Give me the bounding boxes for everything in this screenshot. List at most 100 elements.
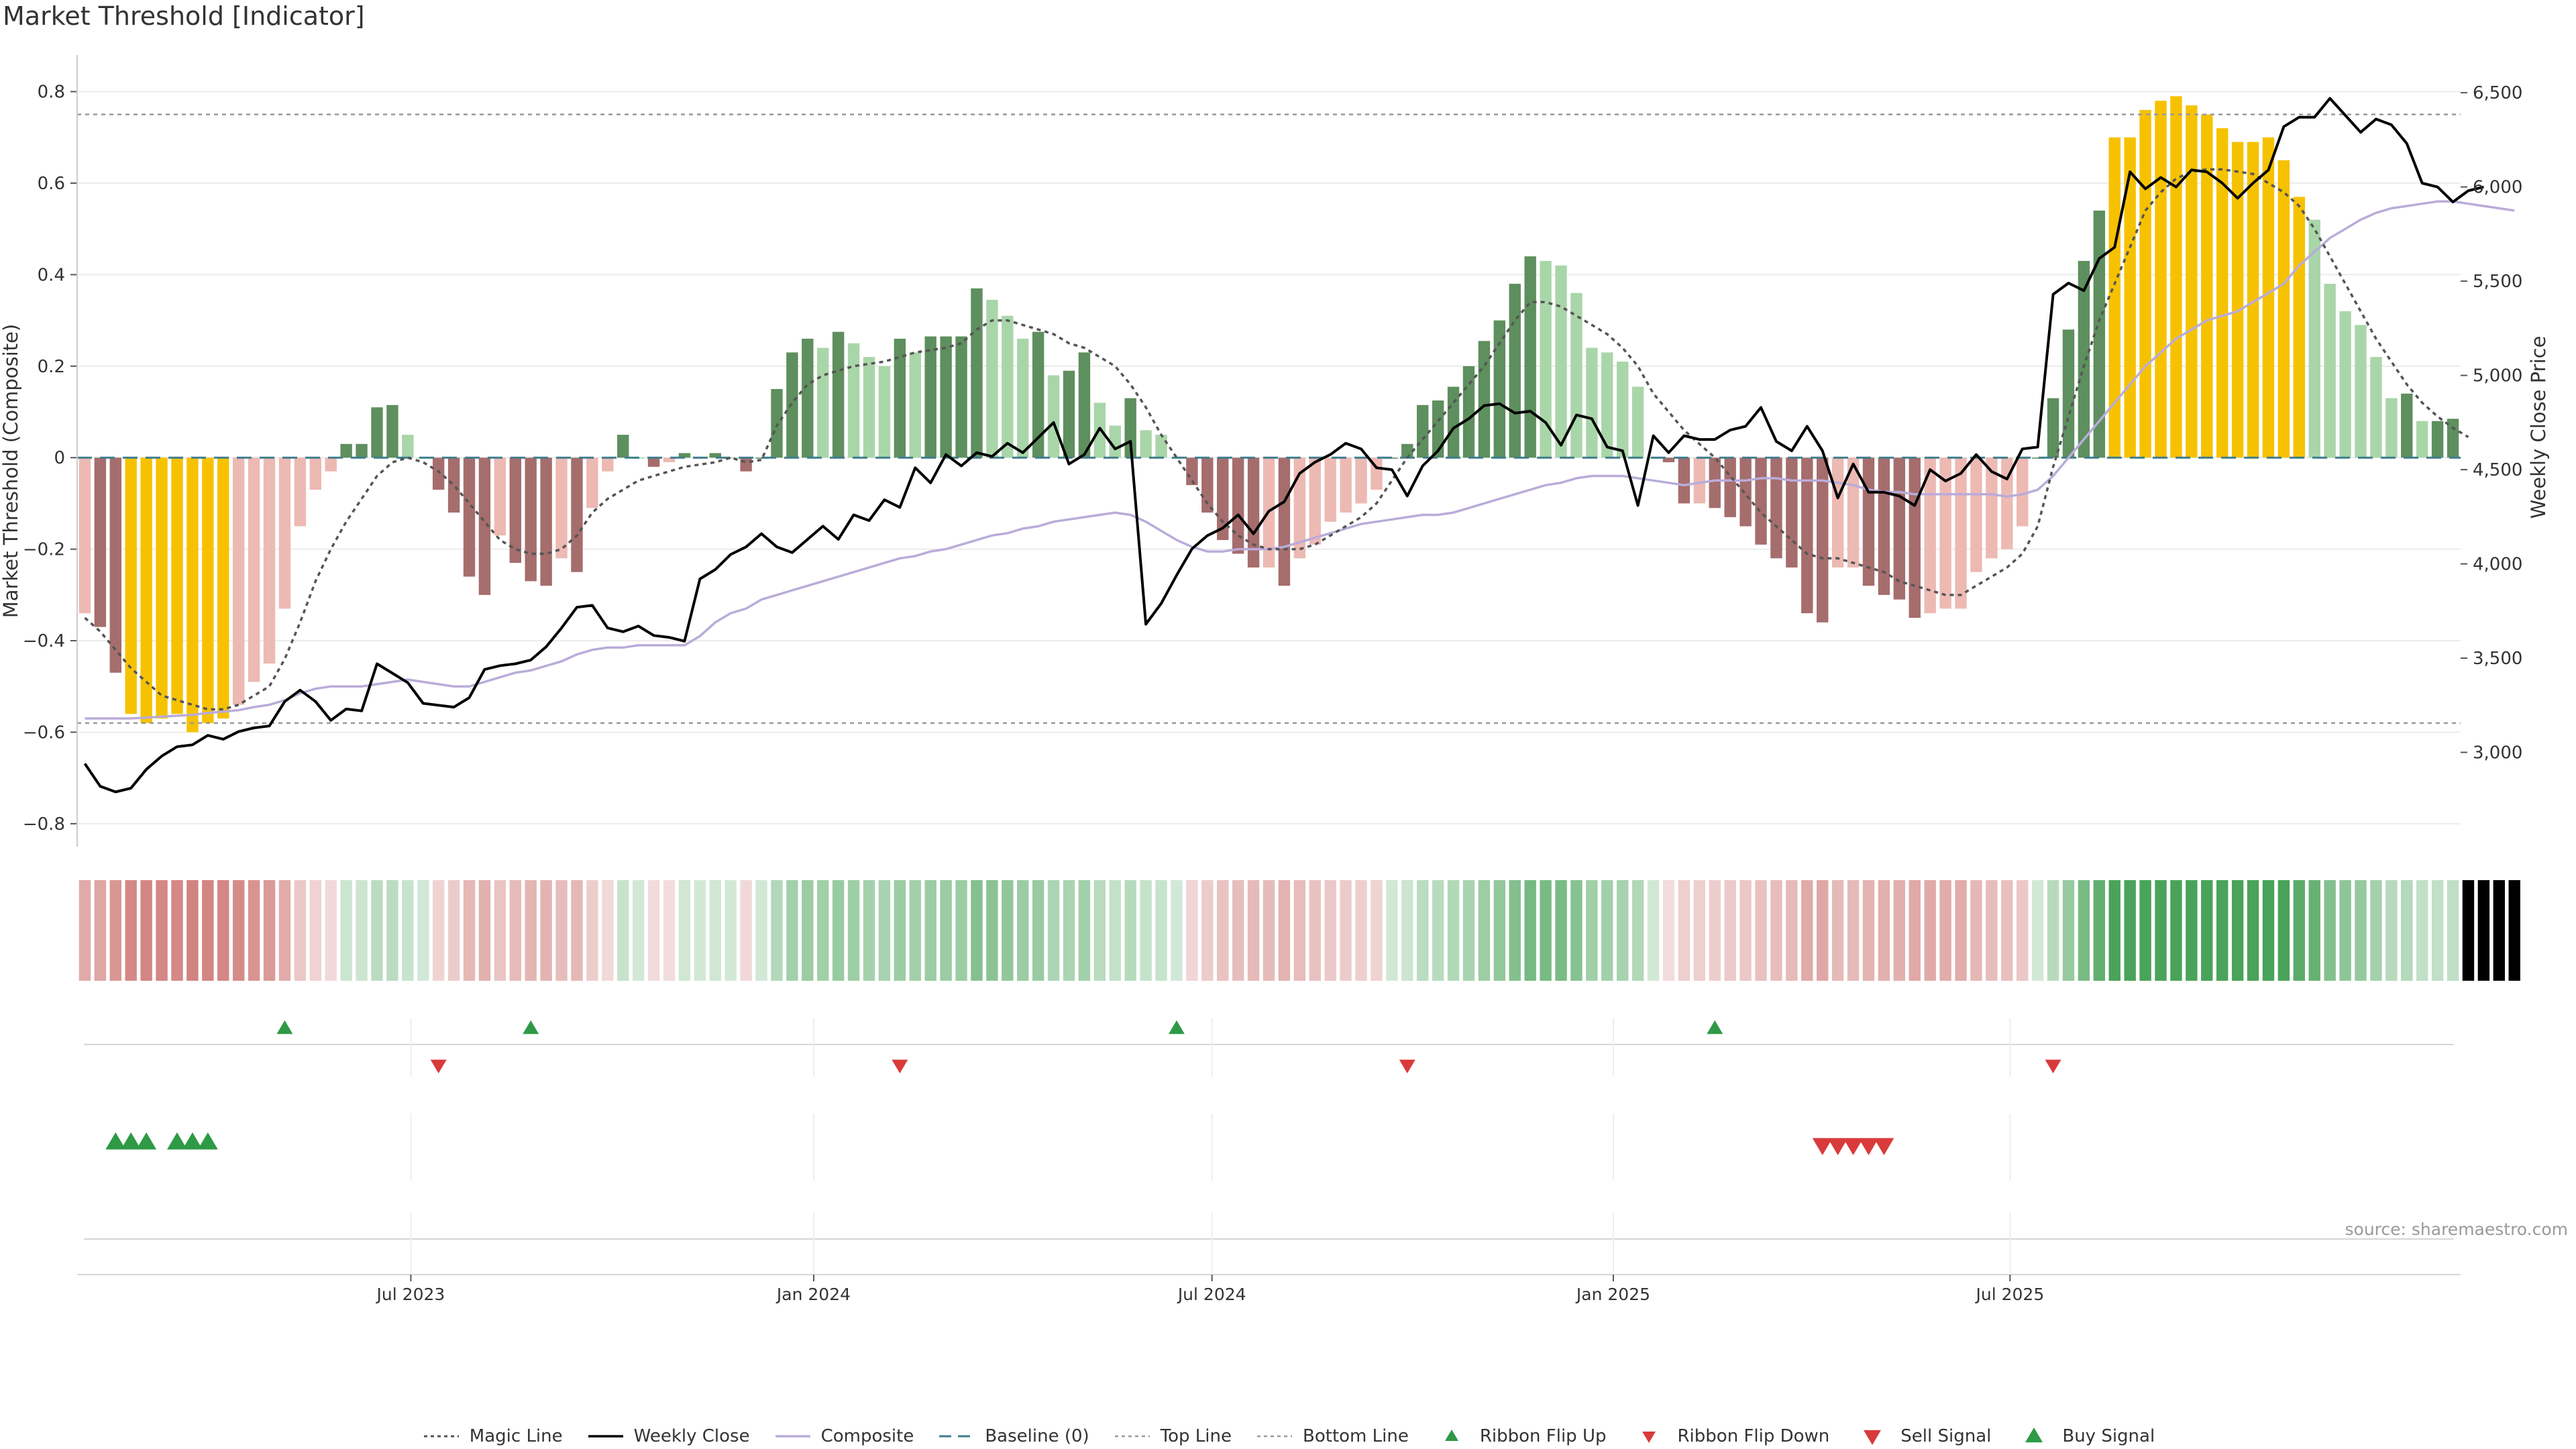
composite-bar <box>1047 375 1060 458</box>
ribbon-cell <box>1801 880 1813 981</box>
legend-swatch <box>1112 1428 1152 1445</box>
line-series <box>77 97 2515 794</box>
ribbon-cell <box>1355 880 1367 981</box>
composite-bar <box>2016 458 2029 527</box>
composite-bar <box>371 407 383 458</box>
ribbon-cell <box>2324 880 2336 981</box>
composite-bars <box>78 96 2459 733</box>
ribbon-cell <box>2247 880 2259 981</box>
ribbon-cell <box>2062 880 2075 981</box>
composite-bar <box>1909 458 1921 618</box>
legend-swatch <box>1432 1428 1472 1445</box>
legend-swatch <box>1852 1428 1892 1445</box>
composite-bar <box>663 458 676 463</box>
composite-bar <box>109 458 122 673</box>
ribbon-cell <box>1601 880 1613 981</box>
composite-bar <box>309 458 322 490</box>
ribbon-cell <box>1862 880 1875 981</box>
buy-signal-marker <box>136 1132 157 1150</box>
composite-bar <box>986 299 998 458</box>
composite-bar <box>940 336 952 458</box>
ribbon-cell <box>986 880 998 981</box>
composite-bar <box>1601 352 1613 458</box>
y-axis-title: Market Threshold (Composite) <box>0 324 22 618</box>
composite-bar <box>1893 458 1906 600</box>
composite-bar <box>2186 105 2198 458</box>
composite-bar <box>602 458 614 472</box>
ribbon-cell <box>1647 880 1660 981</box>
composite-bar <box>540 458 552 586</box>
ribbon-cell <box>1786 880 1798 981</box>
ribbon-cell <box>1631 880 1644 981</box>
composite-bar <box>1278 458 1291 586</box>
composite-bar <box>1924 458 1936 614</box>
composite-bar <box>586 458 598 508</box>
composite-bar <box>1770 458 1782 559</box>
composite-bar <box>2093 210 2106 458</box>
ribbon-cell <box>2078 880 2090 981</box>
ribbon-cell <box>1232 880 1244 981</box>
ribbon-cell <box>509 880 522 981</box>
ribbon-cell <box>1924 880 1936 981</box>
y-tick-label: 0 <box>54 448 65 468</box>
magic-line <box>84 168 2469 711</box>
ribbon-cell <box>1955 880 1967 981</box>
legend-swatch <box>2014 1428 2054 1445</box>
composite-bar <box>2401 393 2413 458</box>
ribbon-cell <box>1201 880 1214 981</box>
buy-signal-marker <box>166 1132 187 1150</box>
ribbon-cell <box>1970 880 1982 981</box>
composite-bar <box>2170 96 2182 458</box>
ribbon-cell <box>1693 880 1706 981</box>
ribbon-cell <box>386 880 398 981</box>
composite-bar <box>2431 421 2444 458</box>
ribbon-cell <box>1509 880 1521 981</box>
legend-item: Top Line <box>1112 1426 1232 1446</box>
ribbon-flip-up-marker <box>523 1020 539 1034</box>
x-tick-label: Jan 2025 <box>1575 1285 1650 1304</box>
ribbon-cell <box>2447 880 2459 981</box>
ribbon-cell <box>325 880 337 981</box>
ribbon-cell <box>555 880 568 981</box>
legend-label: Composite <box>820 1426 914 1446</box>
composite-bar <box>2247 142 2259 458</box>
ribbon-cell <box>2370 880 2382 981</box>
ribbon-cell <box>847 880 860 981</box>
ribbon-cell <box>586 880 598 981</box>
composite-bar <box>1709 458 1721 508</box>
ribbon-cell <box>217 880 229 981</box>
ribbon-cell <box>1986 880 1998 981</box>
ribbon-cell <box>647 880 660 981</box>
composite-bar <box>1631 386 1644 458</box>
legend-swatch <box>773 1428 813 1445</box>
composite-bar <box>463 458 476 577</box>
composite-bar <box>217 458 229 719</box>
ribbon-cell <box>909 880 921 981</box>
composite-bar <box>2216 128 2229 458</box>
x-tick-label: Jan 2024 <box>775 1285 851 1304</box>
ribbon-cell <box>1755 880 1767 981</box>
ribbon-cell <box>309 880 322 981</box>
composite-bar <box>1970 458 1982 572</box>
ribbon-cell <box>1386 880 1398 981</box>
ribbon-cell <box>525 880 537 981</box>
ribbon-cell <box>1293 880 1306 981</box>
composite-bar <box>494 458 506 536</box>
x-tick-label: Jul 2025 <box>1975 1285 2045 1304</box>
composite-bar <box>1786 458 1798 568</box>
ribbon-cell <box>1109 880 1121 981</box>
ribbon-cell <box>1478 880 1491 981</box>
ribbon-cell <box>294 880 307 981</box>
composite-bar <box>1693 458 1706 504</box>
ribbon-cell <box>2416 880 2428 981</box>
composite-bar <box>1109 425 1121 458</box>
ribbon-cell <box>1247 880 1260 981</box>
ribbon-cell <box>2462 880 2475 981</box>
ribbon-cell <box>1493 880 1506 981</box>
composite-bar <box>1002 315 1014 458</box>
y-tick-label: 0.6 <box>38 174 65 194</box>
axes: 0.8 0.6 0.4 0.2 0 −0.2 −0.4 −0.6 −0.8 6,500 6,000 5… <box>0 55 2550 847</box>
ribbon-cell <box>156 880 168 981</box>
composite-bar <box>1155 435 1167 458</box>
composite-bar <box>2201 114 2213 458</box>
